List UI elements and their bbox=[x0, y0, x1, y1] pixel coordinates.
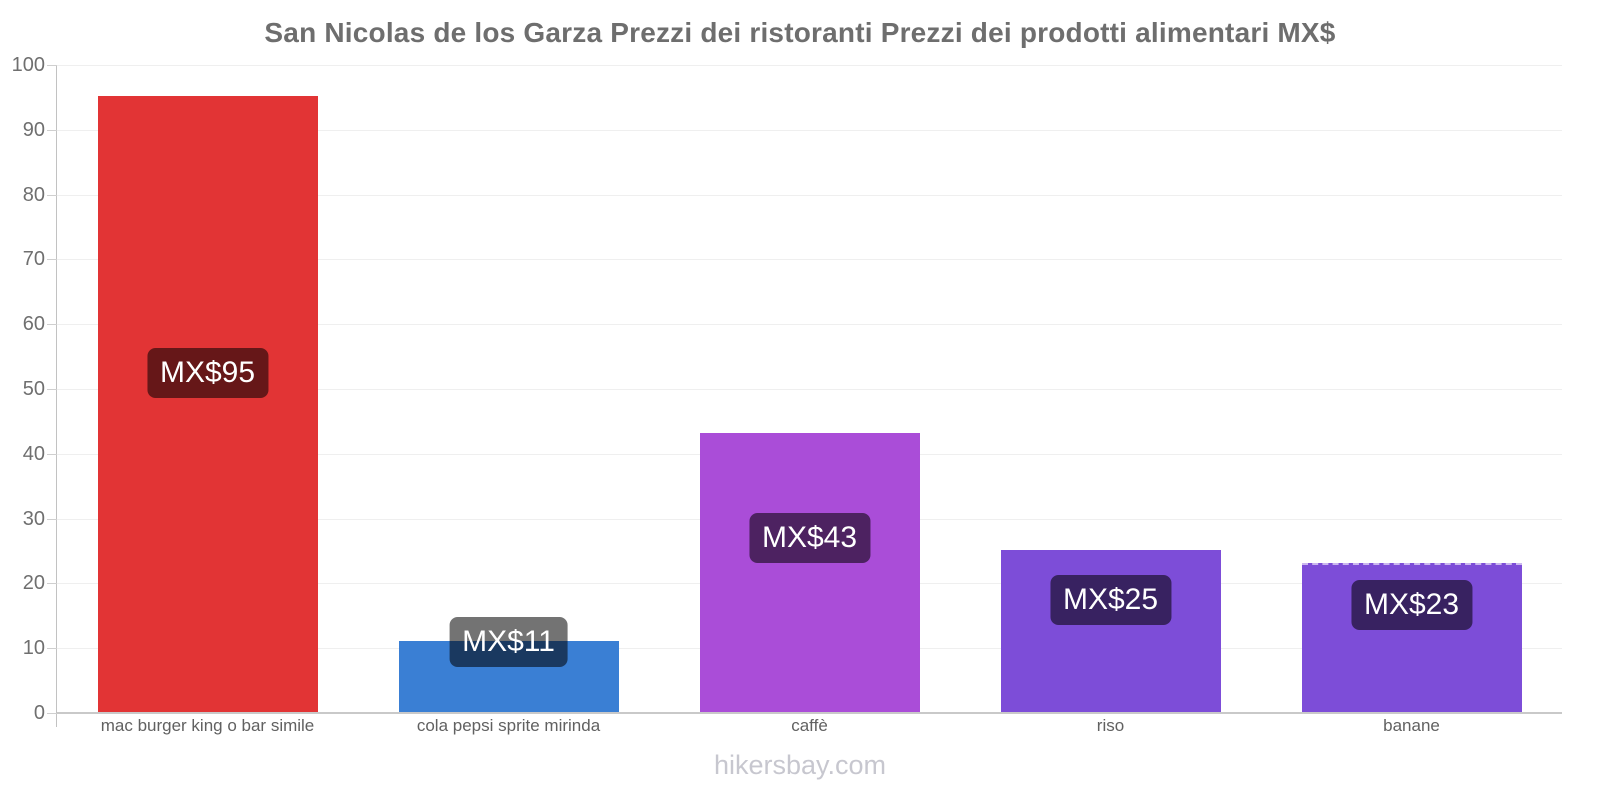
bar-1[interactable] bbox=[97, 96, 318, 712]
y-tick-label: 80 bbox=[22, 183, 45, 206]
y-axis-tick bbox=[47, 713, 57, 714]
watermark-text: hikersbay.com bbox=[713, 750, 887, 780]
bar-3[interactable] bbox=[699, 433, 920, 712]
value-badge: MX$25 bbox=[1049, 575, 1172, 626]
y-axis-tick bbox=[47, 259, 57, 261]
gridline bbox=[57, 194, 1562, 196]
x-axis-label: riso bbox=[1096, 716, 1125, 735]
chart-title: San Nicolas de los Garza Prezzi dei rist… bbox=[264, 17, 1336, 48]
gridline bbox=[57, 389, 1562, 390]
y-tick-label: 40 bbox=[22, 442, 45, 465]
y-axis-tick bbox=[47, 194, 57, 196]
y-tick-label: 90 bbox=[22, 118, 45, 141]
x-axis-label: cola pepsi sprite mirinda bbox=[416, 716, 601, 735]
value-badge: MX$23 bbox=[1350, 579, 1473, 630]
y-axis-tick bbox=[47, 648, 57, 650]
y-axis-line bbox=[56, 65, 57, 727]
y-tick-label: 10 bbox=[22, 637, 45, 660]
gridline bbox=[57, 324, 1562, 326]
y-axis-tick bbox=[47, 65, 57, 66]
y-axis-tick bbox=[47, 389, 57, 390]
y-tick-label: 0 bbox=[33, 702, 45, 724]
y-tick-label: 100 bbox=[11, 54, 45, 76]
x-axis-label: banane bbox=[1383, 716, 1440, 735]
y-tick-label: 20 bbox=[22, 572, 45, 595]
x-axis-label: caffè bbox=[791, 716, 828, 735]
gridline bbox=[57, 129, 1562, 131]
y-axis-tick bbox=[47, 324, 57, 326]
y-tick-label: 60 bbox=[22, 313, 45, 336]
value-badge: MX$95 bbox=[146, 347, 269, 398]
y-axis-tick bbox=[47, 583, 57, 585]
gridline bbox=[57, 259, 1562, 261]
value-badge: MX$43 bbox=[748, 513, 871, 564]
y-tick-label: 70 bbox=[22, 248, 45, 271]
x-axis-label: mac burger king o bar simile bbox=[100, 716, 315, 735]
y-axis-tick bbox=[47, 518, 57, 520]
plot-area: MX$95 MX$11 MX$43 MX$25 MX$23 bbox=[57, 65, 1562, 713]
y-tick-label: 30 bbox=[22, 507, 45, 530]
y-tick-label: 50 bbox=[22, 378, 45, 400]
value-badge: MX$11 bbox=[449, 617, 568, 668]
x-axis-line bbox=[57, 712, 1562, 714]
y-axis-tick bbox=[47, 129, 57, 131]
y-axis-tick bbox=[47, 453, 57, 455]
gridline bbox=[57, 65, 1562, 66]
